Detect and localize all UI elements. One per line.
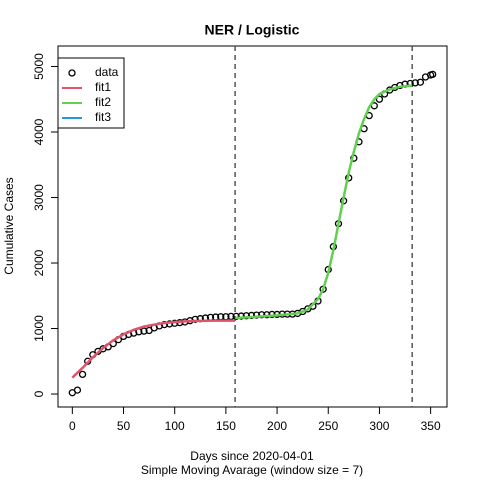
data-point: [191, 315, 199, 324]
data-point: [416, 78, 425, 86]
data-point: [232, 312, 240, 321]
x-tick-label: 150: [216, 419, 236, 433]
y-tick-label: 2000: [32, 249, 46, 276]
legend-symbol: [68, 69, 76, 77]
x-tick-label: 300: [369, 419, 389, 433]
subtitle: Simple Moving Avarage (window size = 7): [141, 463, 363, 477]
data-point: [429, 70, 437, 79]
x-tick-label: 250: [318, 419, 338, 433]
y-axis-label: Cumulative Cases: [2, 177, 16, 274]
data-point: [140, 327, 148, 335]
x-tick-label: 0: [69, 419, 76, 433]
y-tick-label: 1000: [32, 315, 46, 342]
data-point: [73, 386, 82, 394]
data-point: [252, 311, 261, 319]
data-point: [375, 95, 384, 103]
x-tick-label: 200: [267, 419, 287, 433]
data-point: [411, 79, 419, 87]
legend-label: data: [95, 65, 119, 79]
data-point: [242, 312, 251, 320]
legend-label: fit2: [95, 95, 111, 109]
y-tick-label: 3000: [32, 184, 46, 211]
plot-box: [57, 45, 448, 408]
fit-line: [71, 319, 236, 379]
data-point: [227, 312, 235, 321]
data-point: [78, 370, 87, 379]
legend-box: [57, 57, 125, 129]
x-tick-label: 50: [117, 419, 131, 433]
chart-title: NER / Logistic: [205, 22, 300, 38]
y-tick-label: 0: [32, 390, 46, 397]
x-axis-label: Days since 2020-04-01: [190, 449, 314, 463]
fit-line: [235, 84, 413, 320]
data-point: [237, 312, 245, 320]
legend-label: fit3: [95, 110, 111, 124]
y-tick-label: 5000: [32, 53, 46, 80]
legend-label: fit1: [95, 80, 111, 94]
data-point: [258, 311, 266, 319]
y-tick-label: 4000: [32, 118, 46, 145]
data-point: [247, 311, 256, 320]
x-tick-label: 350: [421, 419, 441, 433]
x-tick-label: 100: [165, 419, 185, 433]
